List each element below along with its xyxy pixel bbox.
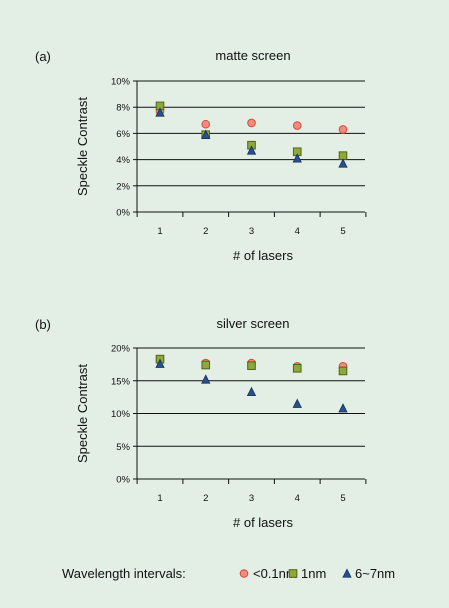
data-point-triangle [338, 158, 348, 168]
data-point-triangle [201, 374, 211, 384]
square-icon [288, 569, 298, 578]
x-tick-label: 1 [157, 226, 162, 237]
data-point-circle [201, 119, 211, 129]
legend-entry-0: <0.1nm [253, 566, 297, 581]
data-point-triangle [292, 398, 302, 408]
y-tick-label: 8% [116, 103, 130, 114]
data-point-triangle [155, 358, 165, 368]
data-point-triangle [292, 153, 302, 163]
y-axis-label: Speckle Contrast [75, 97, 90, 196]
x-tick-label: 5 [340, 226, 345, 237]
data-point-triangle [338, 403, 348, 413]
y-tick-label: 0% [116, 475, 130, 486]
data-point-square [338, 151, 348, 160]
y-tick-label: 20% [111, 344, 131, 355]
x-axis-label: # of lasers [233, 248, 293, 263]
series-triangle [155, 358, 348, 413]
data-point-triangle [155, 107, 165, 117]
x-tick-label: 2 [203, 493, 208, 504]
data-point-triangle [246, 145, 257, 155]
chart-panel-0: (a) matte screen 0% 2% 4% 6% 8% 10% 1 2 3 4 5 # of la… [35, 48, 367, 263]
chart-title: matte screen [215, 48, 290, 63]
data-point-square [338, 366, 348, 376]
x-tick-label: 4 [295, 493, 300, 504]
x-tick-label: 2 [203, 226, 208, 237]
chart-title: silver screen [217, 316, 290, 331]
data-point-circle [247, 118, 256, 128]
series-square [155, 354, 348, 376]
data-point-triangle [246, 386, 257, 397]
x-tick-label: 1 [157, 493, 162, 504]
legend: Wavelength intervals: <0.1nm 1nm 6~7nm [62, 566, 395, 581]
circle-icon [239, 569, 249, 578]
series-circle [155, 106, 348, 134]
y-tick-label: 2% [116, 181, 130, 192]
panel-label: (a) [35, 49, 51, 64]
data-point-circle [292, 121, 302, 130]
data-point-circle [338, 125, 348, 134]
x-tick-label: 3 [249, 493, 254, 504]
y-tick-label: 10% [111, 77, 131, 88]
x-axis-label: # of lasers [233, 515, 293, 530]
x-tick-label: 4 [295, 226, 300, 237]
data-point-triangle [201, 129, 211, 139]
y-tick-label: 10% [111, 409, 131, 420]
legend-entry-2: 6~7nm [355, 566, 395, 581]
y-tick-label: 4% [116, 155, 130, 166]
y-axis-label: Speckle Contrast [75, 364, 90, 463]
triangle-icon [342, 568, 352, 578]
x-tick-label: 5 [340, 493, 345, 504]
data-point-square [201, 360, 211, 370]
legend-entry-1: 1nm [301, 566, 326, 581]
chart-panel-1: (b) silver screen 0% 5% 10% 15% 20% 1 2 3 4 5 # of l… [35, 316, 367, 530]
panel-label: (b) [35, 317, 51, 332]
y-tick-label: 15% [111, 376, 131, 387]
y-tick-label: 6% [116, 129, 130, 140]
x-tick-label: 3 [249, 226, 254, 237]
legend-label: Wavelength intervals: [62, 566, 186, 581]
data-point-square [247, 361, 256, 370]
series-triangle [155, 107, 348, 168]
y-tick-label: 5% [116, 442, 130, 453]
y-tick-label: 0% [116, 208, 130, 219]
data-point-square [292, 364, 302, 373]
